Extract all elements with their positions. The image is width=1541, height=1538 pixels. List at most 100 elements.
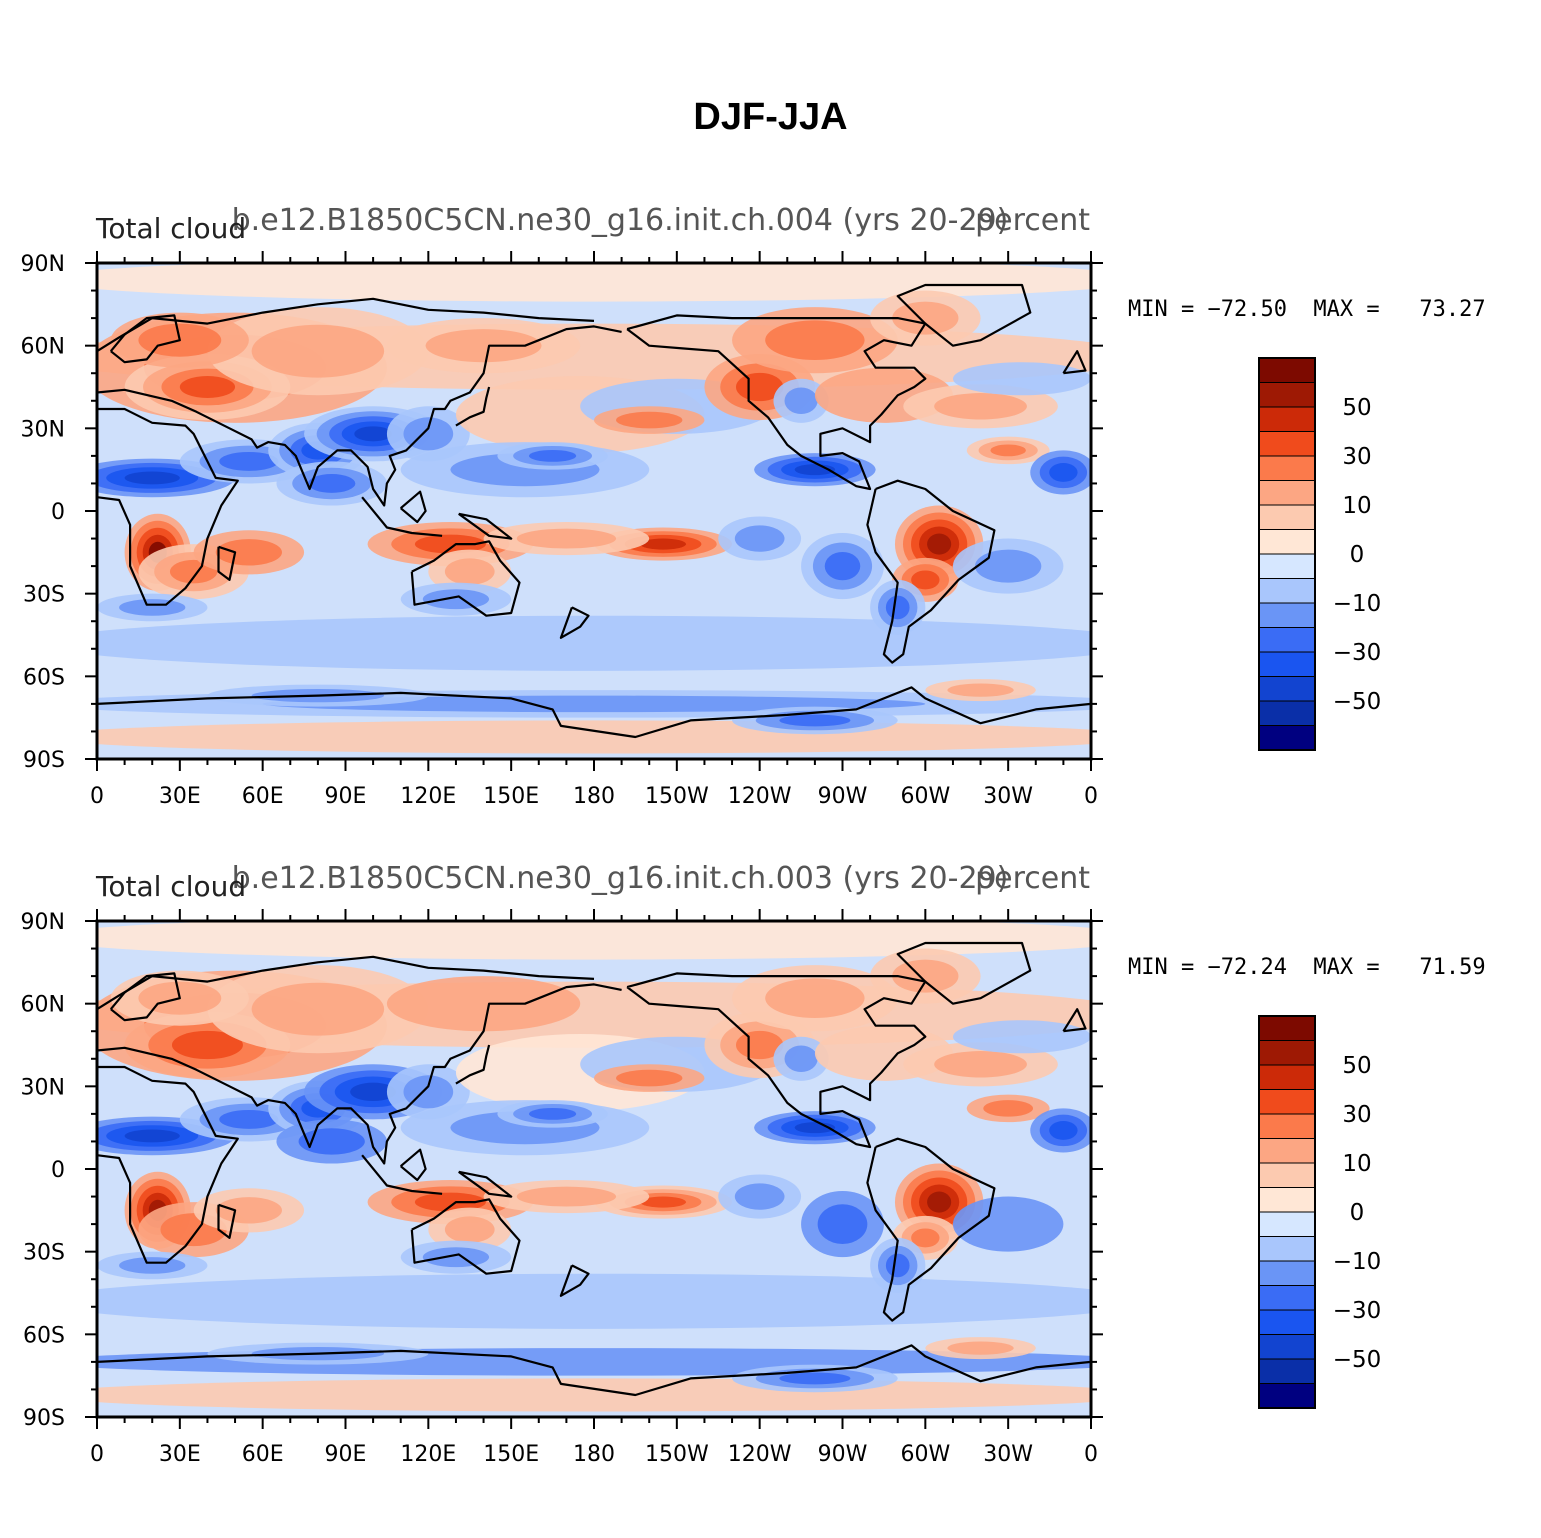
colorbar-tick-label: 10 xyxy=(1342,493,1371,519)
field-contour xyxy=(640,1196,687,1208)
y-tick-label: 60S xyxy=(23,1323,65,1348)
y-tick-labels: 90N 60N 30N 0 30S 60S 90S xyxy=(21,252,65,773)
y-tick-label: 60N xyxy=(21,335,65,360)
x-tick-label: 60E xyxy=(242,784,284,809)
field-contour xyxy=(983,1100,1034,1117)
field-contour xyxy=(251,324,385,378)
x-tick-label: 30E xyxy=(159,1442,201,1467)
y-tick-label: 30N xyxy=(21,1075,65,1100)
field-contour xyxy=(444,558,495,585)
x-tick-label: 0 xyxy=(90,784,104,809)
colorbar-cell xyxy=(1258,1260,1316,1286)
field-contour xyxy=(97,1378,1091,1412)
colorbar-tick-label: −30 xyxy=(1333,640,1382,666)
colorbar-tick-label: 30 xyxy=(1342,1102,1371,1128)
field-contour xyxy=(219,451,279,471)
field-contour xyxy=(119,1257,186,1274)
coastline xyxy=(97,983,622,1165)
y-tick-label: 90N xyxy=(21,252,65,277)
x-tick-label: 90W xyxy=(818,1442,868,1467)
coastline xyxy=(559,606,590,639)
coastline xyxy=(97,407,239,606)
field-contour xyxy=(975,549,1042,583)
colorbar-tick-label: 0 xyxy=(1350,542,1365,568)
coastline xyxy=(217,545,237,581)
colorbar-tick-label: −50 xyxy=(1333,689,1382,715)
coastlines xyxy=(97,941,1091,1397)
panel-title: b.e12.B1850C5CN.ne30_g16.init.ch.004 (yr… xyxy=(232,203,1009,238)
field-contour xyxy=(947,683,1014,697)
field-contour xyxy=(927,533,952,555)
right-label: percent xyxy=(975,861,1090,896)
field-contour xyxy=(124,1129,180,1143)
y-tick-label: 0 xyxy=(51,1158,65,1183)
coastline xyxy=(559,1264,590,1297)
colorbar-cell xyxy=(1258,431,1316,457)
left-label: Total cloud xyxy=(95,870,246,903)
colorbar: 50 30 10 0 −10 −30 −50 xyxy=(1258,357,1382,751)
colorbar-tick-label: 30 xyxy=(1342,444,1371,470)
right-label: percent xyxy=(975,203,1090,238)
colorbar-tick-label: 50 xyxy=(1342,395,1371,421)
field-contour xyxy=(784,387,818,415)
colorbar-cell xyxy=(1258,382,1316,408)
field-contour xyxy=(528,1107,577,1120)
y-tick-label: 90N xyxy=(21,910,65,935)
field-contour xyxy=(734,525,785,552)
colorbar-cell xyxy=(1258,357,1316,383)
cloud-field xyxy=(97,921,1091,1412)
map-panel-1: b.e12.B1850C5CN.ne30_g16.init.ch.004 (yr… xyxy=(21,203,1486,809)
y-tick-label: 90S xyxy=(23,748,65,773)
coastline xyxy=(217,1203,237,1239)
colorbar-cell xyxy=(1258,529,1316,555)
field-contour xyxy=(934,1051,1027,1078)
field-contour xyxy=(262,695,926,713)
colorbar-cell xyxy=(1258,1089,1316,1115)
coastline xyxy=(97,297,595,353)
colorbar-tick-label: −10 xyxy=(1333,591,1382,617)
colorbar-cell xyxy=(1258,1187,1316,1213)
field-contour xyxy=(779,714,851,727)
coastline xyxy=(458,1170,513,1198)
x-tick-label: 60W xyxy=(900,1442,950,1467)
field-contour xyxy=(1049,462,1078,482)
cloud-field xyxy=(97,263,1091,754)
coastline xyxy=(97,1344,1091,1397)
colorbar-cell xyxy=(1258,406,1316,432)
colorbar-tick-label: 50 xyxy=(1342,1053,1371,1079)
field-contour xyxy=(422,1247,490,1268)
colorbar-cell xyxy=(1258,1383,1316,1409)
colorbar-cell xyxy=(1258,1285,1316,1311)
colorbar: 50 30 10 0 −10 −30 −50 xyxy=(1258,1015,1381,1409)
coastline xyxy=(455,386,491,427)
field-contour xyxy=(97,720,1091,754)
colorbar-cell xyxy=(1258,1211,1316,1237)
colorbar-cell xyxy=(1258,1064,1316,1090)
colorbar-cell xyxy=(1258,1138,1316,1164)
field-contour xyxy=(298,1128,365,1155)
colorbar-cell xyxy=(1258,602,1316,628)
colorbar-cell xyxy=(1258,1162,1316,1188)
field-contour xyxy=(251,982,385,1036)
field-contour xyxy=(124,471,180,485)
field-contour xyxy=(425,329,542,363)
field-contour xyxy=(171,1030,243,1060)
coastline xyxy=(97,955,595,1011)
coastline xyxy=(361,1154,443,1195)
x-tick-label: 150E xyxy=(483,784,539,809)
field-contour xyxy=(97,1273,1091,1329)
field-contour xyxy=(414,1192,486,1212)
field-contour xyxy=(215,1197,282,1224)
field-contour xyxy=(765,978,865,1018)
x-tick-label: 30E xyxy=(159,784,201,809)
field-contour xyxy=(422,589,490,610)
x-tick-label: 30W xyxy=(983,784,1033,809)
colorbar-tick-label: 10 xyxy=(1342,1151,1371,1177)
min-max-label: MIN = −72.50 MAX = 73.27 xyxy=(1128,297,1486,322)
coastline xyxy=(361,496,443,537)
coastline xyxy=(1062,350,1087,375)
colorbar-cell xyxy=(1258,700,1316,726)
map-plot-area: 0 30E 60E 90E 120E 150E 180 150W 120W 90W 60W 30W 0 … xyxy=(21,251,1103,809)
coastline xyxy=(399,490,427,524)
map-panel-2: b.e12.B1850C5CN.ne30_g16.init.ch.003 (yr… xyxy=(21,861,1486,1467)
